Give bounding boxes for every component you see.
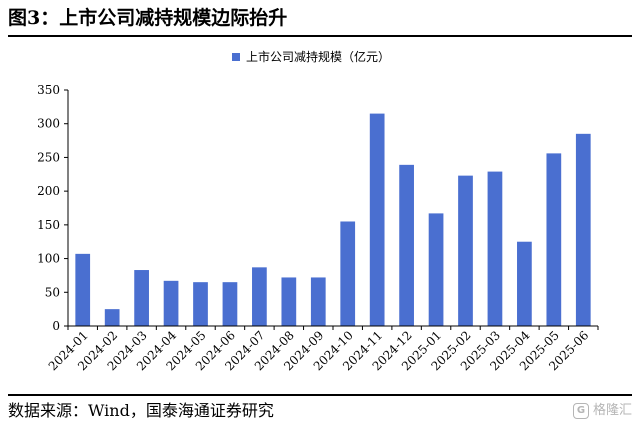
bar-2025-03: [487, 171, 503, 326]
y-tick-label: 50: [45, 285, 60, 299]
legend-swatch: [232, 53, 240, 61]
y-tick-label: 300: [37, 117, 60, 131]
x-axis: 2024-012024-022024-032024-042024-052024-…: [46, 325, 599, 373]
y-tick-label: 150: [37, 218, 60, 232]
bar-2024-09: [310, 277, 326, 326]
y-tick-label: 0: [52, 319, 60, 333]
bar-2024-03: [134, 270, 149, 326]
y-tick-label: 350: [37, 83, 60, 97]
legend-label: 上市公司减持规模（亿元）: [246, 49, 390, 64]
source-rule: [8, 394, 632, 396]
bar-2024-10: [340, 221, 356, 326]
watermark-text: 格隆汇: [592, 403, 632, 418]
bar-chart: 上市公司减持规模（亿元） 0 50 100 150 200 250 300 350 2024-…: [37, 49, 599, 373]
bar-2025-05: [546, 153, 562, 326]
title-rule: [8, 35, 632, 37]
figure-title: 图3：上市公司减持规模边际抬升: [8, 7, 288, 29]
bar-2024-01: [75, 253, 91, 326]
bars: [75, 113, 591, 326]
bar-2025-04: [517, 241, 532, 326]
chart-legend: 上市公司减持规模（亿元）: [232, 49, 390, 64]
source-note: 数据来源：Wind，国泰海通证券研究: [8, 401, 274, 420]
bar-2024-02: [104, 309, 120, 326]
bar-2025-01: [428, 213, 444, 326]
bar-2025-06: [575, 133, 591, 326]
watermark-logo-icon: G: [572, 403, 589, 419]
bar-2024-12: [399, 164, 414, 326]
y-axis: 0 50 100 150 200 250 300 350: [37, 83, 69, 333]
bar-2024-08: [281, 277, 297, 326]
bar-2024-04: [163, 280, 179, 326]
bar-2025-02: [458, 175, 473, 326]
y-tick-label: 200: [37, 184, 60, 198]
bar-2024-06: [222, 282, 238, 326]
bar-2024-05: [193, 282, 208, 326]
watermark: G 格隆汇: [572, 400, 632, 422]
y-tick-label: 100: [37, 252, 60, 266]
y-tick-label: 250: [37, 150, 60, 164]
bar-2024-11: [369, 113, 385, 326]
bar-2024-07: [252, 267, 267, 326]
